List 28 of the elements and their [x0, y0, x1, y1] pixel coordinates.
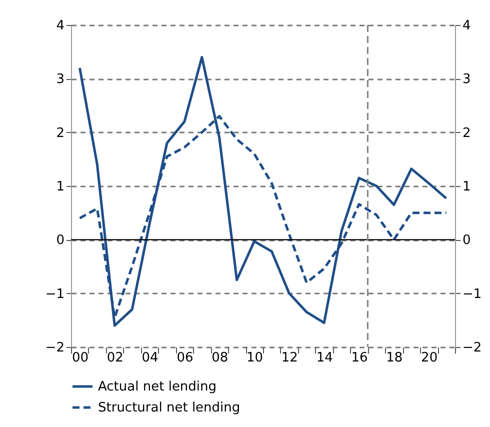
x-tick-label: 02: [106, 350, 124, 366]
x-tick-label: 04: [142, 350, 158, 366]
y2-tick-label: −2: [462, 340, 482, 356]
y-tick-label: 0: [56, 233, 64, 248]
y2-tick-label: 3: [462, 72, 471, 88]
y2-tick-label: −1: [462, 286, 482, 302]
y2-tick-label: 2: [462, 126, 471, 141]
x-tick-label: 00: [72, 350, 88, 366]
y-tick-label: −1: [45, 286, 64, 302]
legend-label: Actual net lending: [98, 380, 217, 394]
x-tick-label: 06: [176, 350, 194, 366]
x-tick-label: 14: [316, 350, 333, 366]
x-tick-label: 18: [386, 350, 403, 366]
legend-label: Structural net lending: [98, 400, 240, 416]
x-tick-label: 12: [281, 350, 298, 366]
x-tick-label: 16: [351, 350, 368, 366]
y-tick-label: 4: [56, 18, 64, 34]
y2-tick-label: 0: [462, 233, 471, 248]
y-tick-label: 2: [56, 126, 64, 141]
line-series: [78, 56, 448, 327]
y2-tick-label: 4: [462, 18, 471, 34]
x-tick-label: 10: [246, 350, 264, 366]
y2-tick-label: 1: [462, 180, 471, 194]
x-tick-label: 20: [421, 350, 438, 366]
y-tick-label: 1: [56, 180, 64, 194]
x-tick-label: 08: [212, 350, 228, 366]
y-tick-label: 3: [56, 72, 64, 88]
y-tick-label: −2: [45, 340, 64, 356]
